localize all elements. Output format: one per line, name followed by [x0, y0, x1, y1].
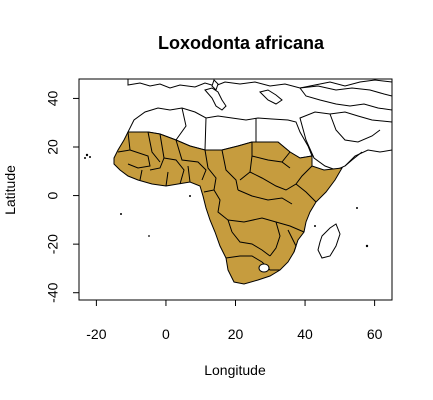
x-tick-label: 20: [228, 326, 244, 342]
y-tick-label: -20: [45, 234, 61, 254]
x-tick-label: -20: [86, 326, 106, 342]
x-tick-label: 0: [162, 326, 170, 342]
elephant-range: [113, 131, 343, 285]
x-tick-label: 40: [297, 326, 313, 342]
x-tick-label: 60: [367, 326, 383, 342]
map-layer: [84, 79, 392, 285]
y-tick-label: 20: [45, 139, 61, 155]
y-tick-label: 0: [45, 191, 61, 199]
y-tick-label: 40: [45, 90, 61, 106]
y-axis-label: Latitude: [2, 165, 18, 215]
y-axis: -40 -20 0 20 40: [45, 90, 80, 303]
y-tick-label: -40: [45, 282, 61, 302]
north-africa-middle-east: [127, 107, 392, 171]
x-axis: -20 0 20 40 60: [86, 299, 383, 342]
islands: [84, 153, 369, 248]
x-axis-label: Longitude: [204, 362, 266, 378]
europe-outlines: [127, 79, 392, 111]
chart-title: Loxodonta africana: [158, 33, 325, 53]
